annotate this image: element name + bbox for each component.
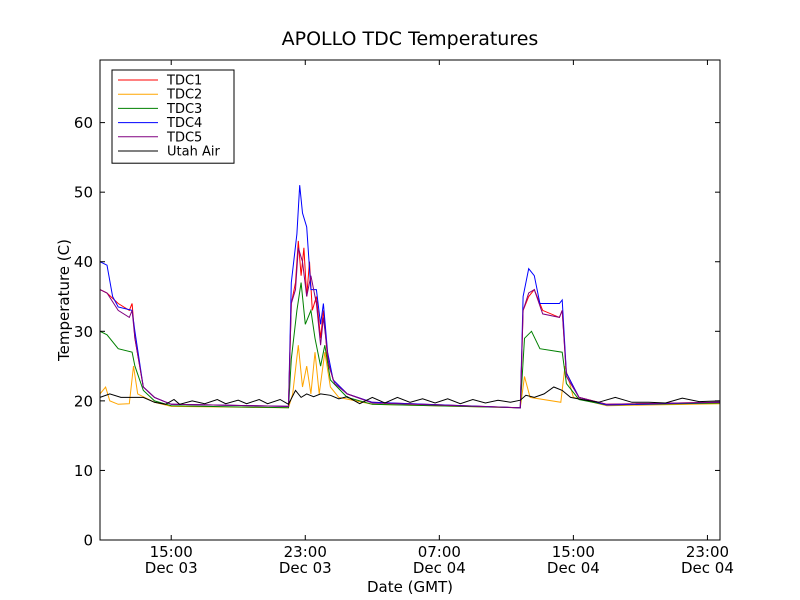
y-tick-label: 60 xyxy=(74,114,93,132)
legend-label-tdc5: TDC5 xyxy=(166,130,202,145)
plot-frame xyxy=(99,59,721,541)
series-line-tdc2 xyxy=(99,345,721,409)
y-tick-label: 50 xyxy=(74,184,93,202)
series-line-tdc4 xyxy=(99,185,721,409)
x-tick-date-label: Dec 03 xyxy=(145,559,198,577)
legend-label-tdc4: TDC4 xyxy=(166,116,202,131)
series-layer xyxy=(99,185,721,409)
legend-label-tdc1: TDC1 xyxy=(166,74,202,89)
y-tick-label: 20 xyxy=(74,392,93,410)
x-axis-label: Date (GMT) xyxy=(367,578,453,596)
y-tick-label: 0 xyxy=(83,532,93,550)
x-tick-date-label: Dec 04 xyxy=(681,559,734,577)
legend-label-utah-air: Utah Air xyxy=(167,145,220,160)
x-tick-time-label: 15:00 xyxy=(552,543,595,561)
x-tick-time-label: 23:00 xyxy=(686,543,729,561)
legend-label-tdc3: TDC3 xyxy=(166,102,202,117)
series-line-tdc3 xyxy=(99,282,721,409)
y-tick-label: 30 xyxy=(74,323,93,341)
x-tick-date-label: Dec 04 xyxy=(413,559,466,577)
series-line-tdc5 xyxy=(99,247,721,409)
x-tick-time-label: 23:00 xyxy=(284,543,327,561)
x-tick-date-label: Dec 04 xyxy=(547,559,600,577)
y-tick-label: 10 xyxy=(74,462,93,480)
x-tick-time-label: 15:00 xyxy=(150,543,193,561)
chart-title: APOLLO TDC Temperatures xyxy=(282,28,539,50)
legend-box xyxy=(111,69,235,164)
x-tick-date-label: Dec 03 xyxy=(279,559,332,577)
series-line-utah-air xyxy=(99,386,721,405)
y-tick-label: 40 xyxy=(74,253,93,271)
y-axis-label: Temperature (C) xyxy=(55,239,73,362)
legend-label-tdc2: TDC2 xyxy=(166,88,202,103)
x-tick-time-label: 07:00 xyxy=(418,543,461,561)
